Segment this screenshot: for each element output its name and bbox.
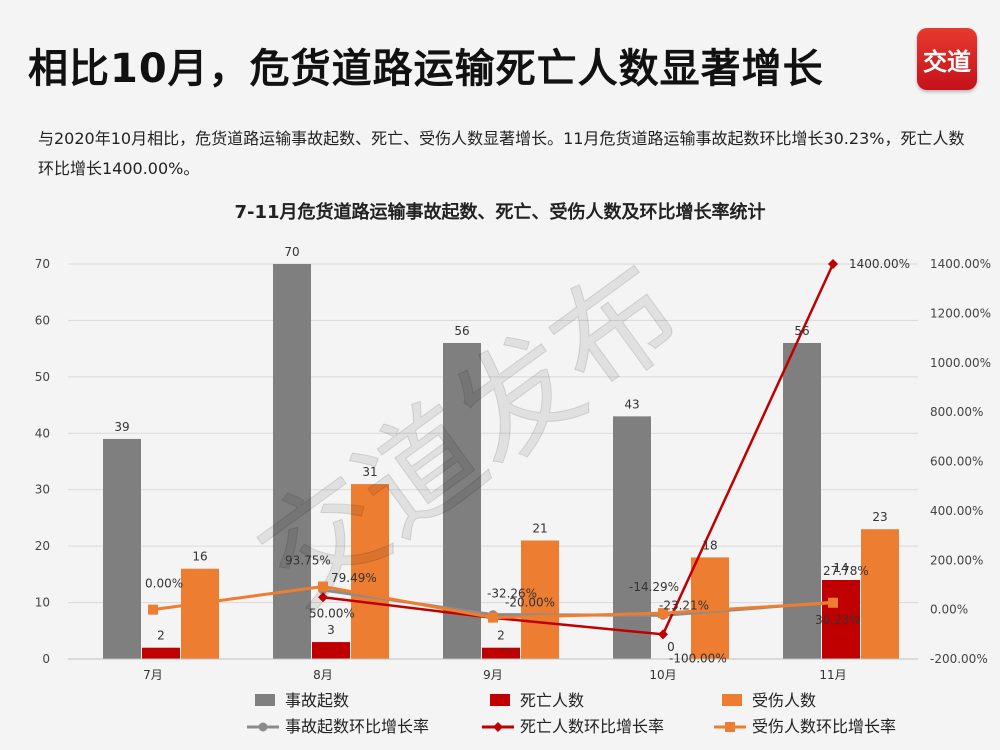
line-point [258,722,268,732]
bar-value-label: 31 [362,465,377,479]
line-value-label: 93.75% [285,553,331,567]
bar [521,540,559,659]
y-left-tick-label: 70 [35,257,50,271]
bar-value-label: 56 [794,324,809,338]
bar-value-label: 56 [454,324,469,338]
bar-value-label: 14 [833,561,848,575]
bar-value-label: 3 [327,623,335,637]
bar [783,343,821,659]
y-left-tick-label: 10 [35,596,50,610]
bar [482,647,520,659]
legend-label: 受伤人数 [752,691,816,710]
y-left-tick-label: 50 [35,370,50,384]
y-right-tick-label: -200.00% [930,652,988,666]
legend-swatch [722,694,742,706]
line-value-label: -14.29% [629,580,679,594]
bar-value-label: 18 [702,538,717,552]
bar [351,484,389,659]
bar-value-label: 21 [532,522,547,536]
legend-swatch [255,694,275,706]
brand-logo-text: 交道 [923,47,971,76]
bar [181,568,219,659]
x-tick-label: 11月 [819,668,846,682]
y-right-tick-label: 0.00% [930,603,968,617]
bar [861,529,899,659]
line-value-label: -100.00% [669,651,727,665]
bar [822,580,860,659]
bar [103,438,141,659]
bar-value-label: 23 [872,510,887,524]
bar [142,647,180,659]
bar-value-label: 16 [192,550,207,564]
line-point [148,604,158,615]
legend-label: 死亡人数 [520,691,584,710]
legend-label: 死亡人数环比增长率 [520,717,664,736]
line-value-label: -... [501,641,517,655]
bar [443,343,481,659]
x-tick-label: 8月 [313,668,333,682]
line-point [828,597,838,608]
line-value-label: 27.78% [823,564,869,578]
y-left-tick-label: 30 [35,483,50,497]
line-value-label: -20.00% [505,596,555,610]
legend-label: 事故起数 [285,691,349,710]
line-value-label: 0.00% [145,577,183,591]
bar-value-label: 0 [667,640,675,654]
y-left-tick-label: 60 [35,313,50,327]
y-right-tick-label: 600.00% [930,455,983,469]
line-value-label: 1400.00% [849,257,910,271]
y-right-tick-label: 1200.00% [930,306,991,320]
legend-label: 受伤人数环比增长率 [752,717,896,736]
line-point [725,722,735,732]
line-value-label: -23.21% [659,598,709,612]
legend-label: 事故起数环比增长率 [285,717,429,736]
x-tick-label: 7月 [143,668,163,682]
bar-value-label: 2 [497,629,505,643]
y-right-tick-label: 1000.00% [930,356,991,370]
brand-logo: 交道 [917,28,977,90]
bar [312,642,350,659]
bar-value-label: 43 [624,397,639,411]
y-right-tick-label: 200.00% [930,553,983,567]
line-point [488,612,498,623]
y-left-tick-label: 0 [42,652,50,666]
line-point [318,581,328,592]
bar-value-label: 2 [157,629,165,643]
series-line [322,263,835,636]
y-right-tick-label: 1400.00% [930,257,991,271]
line-point [828,259,838,269]
legend-swatch [490,694,510,706]
chart-title: 7-11月危货道路运输事故起数、死亡、受伤人数及环比增长率统计 [234,201,765,223]
line-point [493,722,503,732]
y-right-tick-label: 400.00% [930,504,983,518]
page-title: 相比10月，危货道路运输死亡人数显著增长 [28,46,824,92]
page-description: 与2020年10月相比，危货道路运输事故起数、死亡、受伤人数显著增长。11月危货… [38,129,965,178]
line-value-label: -32.26% [487,587,537,601]
line-point [658,608,668,619]
bar [613,416,651,659]
y-right-tick-label: 800.00% [930,405,983,419]
line-point [318,592,328,603]
x-tick-label: 10月 [649,668,676,682]
bar-value-label: 39 [114,420,129,434]
line-value-label: 79.49% [331,571,377,585]
line-value-label: 30.23% [815,613,861,627]
bar-value-label: 70 [284,245,299,259]
y-left-tick-label: 20 [35,539,50,553]
x-tick-label: 9月 [483,668,503,682]
line-value-label: 50.00% [309,606,355,620]
line-point [658,629,668,640]
y-left-tick-label: 40 [35,426,50,440]
